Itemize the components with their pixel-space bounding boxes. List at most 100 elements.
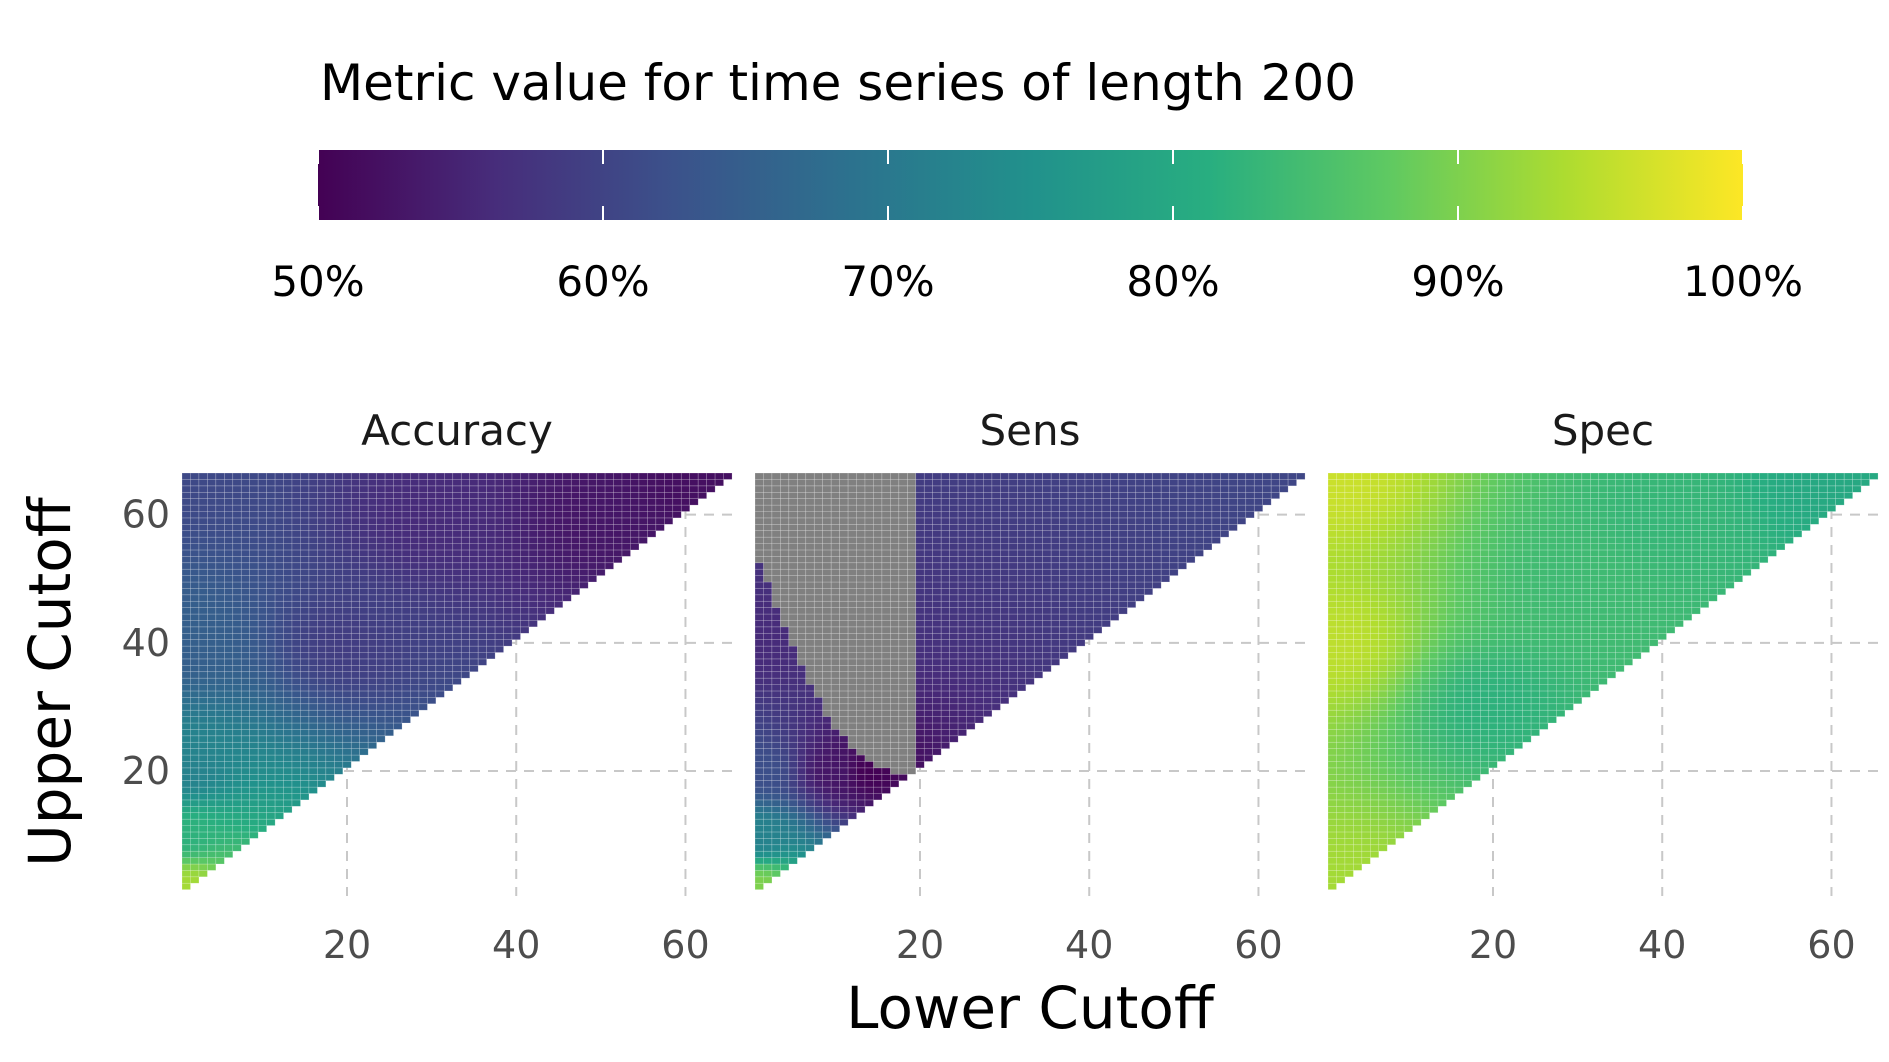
tile — [410, 594, 420, 602]
tile — [604, 504, 614, 512]
tile — [1101, 620, 1111, 628]
tile — [283, 543, 293, 551]
tile — [856, 690, 866, 698]
tile — [198, 671, 208, 679]
tile — [788, 729, 798, 737]
tile — [1033, 607, 1044, 615]
tile — [991, 575, 1001, 583]
tile — [604, 549, 614, 557]
tile — [1403, 754, 1413, 762]
tile — [291, 645, 301, 653]
tile — [1203, 504, 1213, 512]
tile — [805, 773, 815, 781]
tile — [1403, 568, 1413, 576]
tile — [334, 491, 344, 499]
tile — [940, 620, 950, 628]
tile — [923, 498, 934, 506]
tile — [477, 607, 487, 615]
tile — [754, 741, 764, 749]
tile — [1378, 799, 1388, 807]
tile — [325, 658, 335, 666]
tile — [1042, 568, 1052, 576]
tile — [181, 607, 191, 615]
tile — [435, 517, 445, 525]
tile — [771, 632, 781, 640]
tile — [763, 620, 773, 628]
tile — [427, 684, 437, 692]
tile — [240, 620, 251, 628]
tile — [974, 562, 984, 570]
tile — [957, 536, 967, 544]
tile — [890, 491, 900, 499]
tile — [763, 831, 773, 839]
tile — [805, 632, 815, 640]
tile — [983, 594, 993, 602]
tile — [1237, 498, 1247, 506]
tile — [907, 594, 917, 602]
tile — [545, 479, 555, 487]
tile — [647, 498, 657, 506]
tile — [266, 581, 276, 589]
tile — [257, 690, 267, 698]
tile — [410, 613, 420, 621]
tile — [520, 498, 530, 506]
tile — [367, 613, 377, 621]
tile — [780, 818, 790, 826]
tile — [1353, 664, 1363, 673]
tile — [393, 588, 403, 596]
tile — [813, 684, 824, 692]
tile — [308, 620, 318, 628]
tile — [198, 645, 208, 653]
tile — [350, 568, 361, 576]
tile — [1093, 472, 1103, 480]
tile — [1361, 620, 1371, 628]
tile — [932, 741, 942, 749]
tile — [207, 588, 217, 596]
tile — [359, 562, 369, 570]
tile — [1327, 511, 1337, 519]
tile — [805, 799, 815, 807]
tile — [771, 479, 781, 487]
tile — [410, 517, 420, 525]
tile — [410, 709, 420, 717]
tile — [1253, 498, 1264, 506]
tile — [780, 581, 790, 589]
tile — [240, 831, 251, 839]
tile — [1353, 729, 1363, 737]
tile — [435, 479, 445, 487]
tile — [452, 677, 462, 685]
tile — [198, 863, 208, 871]
tile — [427, 556, 437, 564]
tile — [898, 504, 908, 512]
tile — [325, 735, 335, 743]
tile — [856, 639, 866, 647]
tile — [325, 581, 335, 589]
tile — [1160, 504, 1170, 512]
tile — [427, 549, 437, 557]
tile — [1017, 664, 1027, 673]
tile — [384, 530, 394, 538]
tile — [1152, 581, 1162, 589]
tile — [1378, 684, 1388, 692]
tile — [181, 600, 191, 608]
tile — [266, 652, 276, 660]
tile — [190, 741, 200, 749]
tile — [266, 491, 276, 499]
tile — [579, 472, 589, 480]
tile — [427, 491, 437, 499]
tile — [974, 530, 984, 538]
tile — [1344, 780, 1354, 788]
tile — [1386, 729, 1397, 737]
tile — [1395, 729, 1405, 737]
tile — [991, 511, 1001, 519]
tile — [1378, 472, 1388, 480]
tile — [1344, 568, 1354, 576]
tile — [1336, 613, 1346, 621]
tile — [1160, 485, 1170, 493]
tile — [435, 632, 445, 640]
tile — [596, 562, 606, 570]
tile — [890, 773, 900, 781]
tile — [198, 658, 208, 666]
tile — [1008, 645, 1018, 653]
tile — [1327, 793, 1337, 801]
